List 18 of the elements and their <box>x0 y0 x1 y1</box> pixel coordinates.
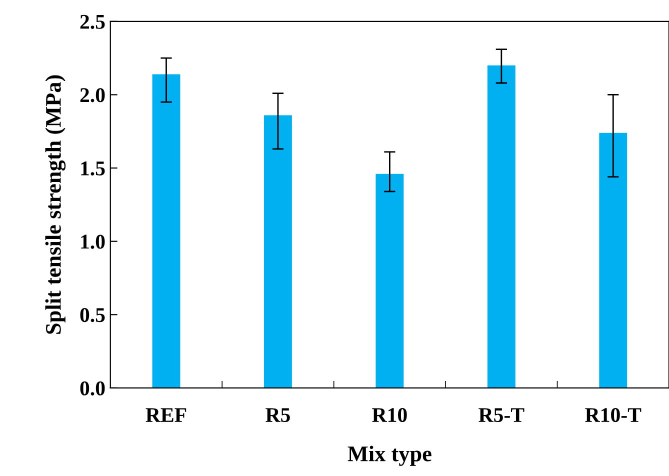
y-tick-label: 0.5 <box>80 308 105 322</box>
y-tick-label: 1.0 <box>81 234 105 249</box>
x-tick-label: R10-T <box>585 408 642 422</box>
bar <box>152 74 180 388</box>
y-tick-label: 0.0 <box>80 381 105 396</box>
x-tick-label: R10 <box>372 408 407 422</box>
x-axis-title: Mix type <box>348 446 432 466</box>
y-axis-title: Split tensile strength (MPa) <box>45 75 66 334</box>
y-tick-label: 2.0 <box>80 88 105 102</box>
y-tick-label: 2.5 <box>80 14 105 29</box>
bar <box>487 65 516 388</box>
bar <box>376 174 404 388</box>
x-tick-label: R5 <box>266 408 290 422</box>
bar <box>264 115 292 388</box>
bar <box>599 132 628 388</box>
x-tick-label: R5-T <box>478 408 524 422</box>
y-tick-label: 1.5 <box>81 162 105 176</box>
x-tick-label: REF <box>146 408 186 422</box>
